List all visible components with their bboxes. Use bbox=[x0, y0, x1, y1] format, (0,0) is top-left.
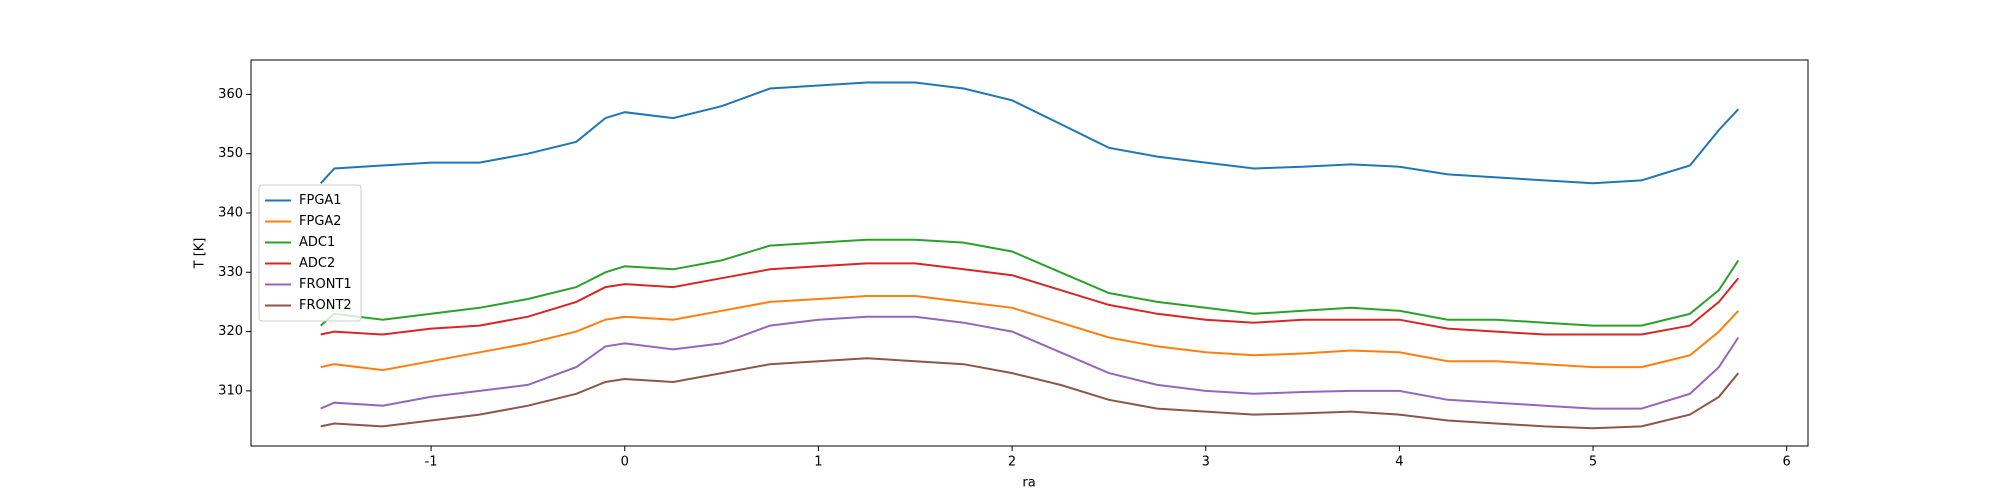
legend-label: ADC1 bbox=[299, 235, 335, 250]
plot-frame bbox=[250, 59, 1809, 447]
x-tick-label: 0 bbox=[621, 455, 629, 470]
series-line bbox=[320, 262, 1740, 336]
y-tick-label: 310 bbox=[218, 383, 243, 398]
y-tick-label: 350 bbox=[218, 146, 243, 161]
series-line bbox=[320, 295, 1740, 372]
x-tick-label: -1 bbox=[425, 455, 438, 470]
y-tick-label: 330 bbox=[218, 265, 243, 280]
legend-label: FRONT1 bbox=[299, 277, 352, 292]
x-axis-label: ra bbox=[1022, 476, 1035, 491]
series-line bbox=[320, 315, 1740, 410]
legend-label: ADC2 bbox=[299, 256, 335, 271]
y-tick-label: 320 bbox=[218, 324, 243, 339]
x-tick-label: 5 bbox=[1589, 455, 1597, 470]
series-line bbox=[320, 357, 1740, 430]
x-tick-label: 4 bbox=[1395, 455, 1403, 470]
legend-box bbox=[258, 184, 362, 322]
x-tick-label: 3 bbox=[1202, 455, 1210, 470]
series-line bbox=[320, 238, 1740, 327]
legend: FPGA1 FPGA2 ADC1 ADC2 FRONT1 FRONT2 bbox=[258, 184, 362, 322]
series-line bbox=[319, 81, 1740, 185]
x-tick-label: 6 bbox=[1783, 455, 1791, 470]
y-tick-label: 340 bbox=[218, 205, 243, 220]
y-axis-label: T [K] bbox=[193, 238, 208, 270]
y-tick-label: 360 bbox=[218, 87, 243, 102]
x-tick-label: 1 bbox=[814, 455, 822, 470]
legend-label: FRONT2 bbox=[299, 298, 352, 313]
legend-label: FPGA1 bbox=[299, 193, 342, 208]
legend-label: FPGA2 bbox=[299, 214, 342, 229]
x-tick-label: 2 bbox=[1008, 455, 1016, 470]
